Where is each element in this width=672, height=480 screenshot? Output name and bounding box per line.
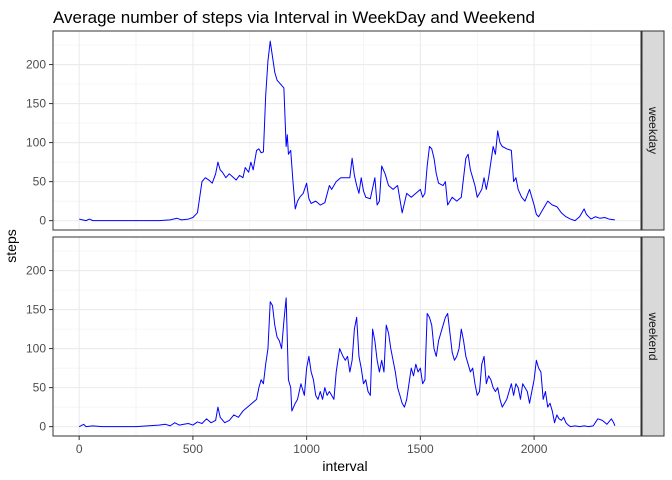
facet-panel-weekday: 0 50 100 150 200 weekday [26, 30, 665, 231]
panel-background [53, 31, 641, 230]
y-tick-label: 150 [26, 303, 46, 317]
chart-title: Average number of steps via Interval in … [53, 8, 535, 27]
facet-strip-label-weekday: weekday [646, 106, 660, 154]
y-tick-label: 50 [33, 381, 47, 395]
panel-background [53, 237, 641, 436]
y-axis-title: steps [3, 229, 19, 262]
facet-panel-weekend: 0 50 100 150 200 weekend [26, 236, 665, 437]
panel-border [52, 236, 642, 437]
y-tick-label: 200 [26, 58, 46, 72]
x-axis-ticks: 0 500 1000 1500 2000 [76, 436, 548, 456]
x-tick-label: 1500 [407, 442, 434, 456]
panel-border [52, 30, 642, 231]
facet-strip [641, 30, 665, 231]
y-tick-label: 100 [26, 136, 46, 150]
facet-strip [641, 236, 665, 437]
y-tick-label: 0 [39, 420, 46, 434]
x-axis-title: interval [322, 458, 367, 474]
facet-panels: 0 50 100 150 200 weekday 0 50 100 150 200 weekend [26, 30, 665, 437]
y-tick-label: 150 [26, 97, 46, 111]
y-tick-label: 0 [39, 214, 46, 228]
series-line-weekday [79, 40, 615, 222]
y-tick-label: 50 [33, 175, 47, 189]
facet-strip-label-weekend: weekend [646, 311, 660, 360]
x-tick-label: 2000 [521, 442, 548, 456]
x-tick-label: 500 [183, 442, 203, 456]
x-tick-label: 1000 [293, 442, 320, 456]
x-tick-label: 0 [76, 442, 83, 456]
y-tick-label: 200 [26, 264, 46, 278]
series-line-weekend [78, 297, 616, 428]
y-tick-label: 100 [26, 342, 46, 356]
